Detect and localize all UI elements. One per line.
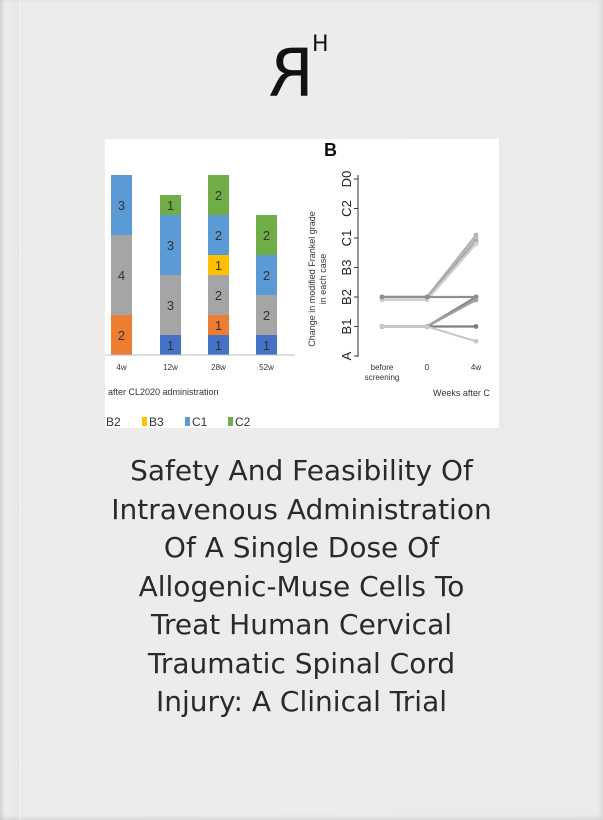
bar-segment	[208, 275, 229, 315]
title-line: Intravenous Administration	[111, 492, 492, 526]
title-line: Of A Single Dose Of	[163, 531, 440, 564]
x-axis-title: Weeks after C	[433, 388, 490, 398]
publisher-logo: R H	[268, 32, 338, 114]
bar-segment	[208, 315, 229, 335]
bar-value-label: 3	[167, 238, 174, 253]
series-point	[473, 324, 479, 329]
y-tick-label: A	[339, 351, 354, 360]
series-point	[473, 241, 479, 247]
series-line	[382, 240, 477, 299]
y-axis-title-line2: in each case	[318, 254, 328, 305]
bar-segment	[111, 175, 132, 235]
bar-value-label: 2	[263, 308, 270, 323]
x-tick-label: 52w	[259, 363, 274, 372]
bar-segment	[160, 335, 181, 355]
bar-value-label: 2	[263, 228, 270, 243]
bar-value-label: 1	[215, 318, 222, 333]
bar-segment	[160, 215, 181, 275]
x-tick-label: before	[371, 363, 394, 372]
y-axis-title: Change in modified Frankel grade	[307, 211, 317, 347]
series-point	[379, 324, 385, 329]
x-tick-label: 4w	[471, 363, 481, 372]
x-tick-label: screening	[365, 373, 400, 382]
bar-segment	[256, 255, 277, 295]
bar-segment	[256, 335, 277, 355]
series-point	[473, 297, 479, 303]
bar-value-label: 1	[215, 258, 222, 273]
series-line	[382, 234, 477, 299]
logo-superscript: H	[312, 32, 329, 57]
cover-figure: 2 4 3 4w 1 3 3 1 12w 1 1 2 1 2 2 28w 1 2 2 2 52w s after CL20…	[105, 139, 499, 428]
x-tick-label: 12w	[163, 363, 178, 372]
panel-b-label: B	[324, 140, 337, 160]
title-line: Safety And Feasibility Of	[130, 454, 473, 487]
bar-value-label: 1	[263, 338, 270, 353]
legend-label: B2	[106, 415, 121, 428]
y-tick-label: B3	[339, 260, 354, 276]
series-point	[424, 324, 430, 329]
book-title: Safety And Feasibility Of Intravenous Ad…	[40, 452, 563, 722]
series-line	[382, 237, 477, 299]
bar-segment	[160, 275, 181, 335]
y-tick-label: D0	[339, 171, 354, 188]
bar-segment	[256, 215, 277, 255]
y-tick-label: B1	[339, 319, 354, 335]
bar-segment	[208, 175, 229, 215]
bar-segment	[208, 335, 229, 355]
x-tick-label: 28w	[211, 363, 226, 372]
bar-value-label: 1	[215, 338, 222, 353]
series-point	[379, 294, 385, 300]
bar-segment	[111, 315, 132, 355]
bar-value-label: 2	[263, 268, 270, 283]
bar-segment	[160, 195, 181, 215]
figure-svg: 2 4 3 4w 1 3 3 1 12w 1 1 2 1 2 2 28w 1 2 2 2 52w s after CL20…	[105, 140, 490, 428]
y-tick-label: C2	[339, 200, 354, 217]
title-line: Traumatic Spinal Cord	[147, 646, 456, 680]
legend-swatch	[142, 417, 147, 426]
logo-letter: R	[268, 35, 314, 112]
x-tick-label: 0	[425, 363, 430, 372]
series-point	[424, 294, 430, 300]
bar-value-label: 2	[215, 228, 222, 243]
title-line: Allogenic-Muse Cells To	[138, 569, 465, 603]
series-line	[382, 296, 477, 328]
x-axis-title: s after CL2020 administration	[105, 387, 219, 397]
book-spine	[18, 0, 22, 820]
bar-value-label: 2	[215, 188, 222, 203]
bar-segment	[111, 235, 132, 315]
legend-label: B3	[149, 415, 164, 428]
bar-value-label: 3	[167, 298, 174, 313]
bar-value-label: 2	[215, 288, 222, 303]
bar-segment	[256, 295, 277, 335]
bar-value-label: 4	[118, 268, 125, 283]
series-line	[382, 325, 477, 343]
legend-swatch	[228, 417, 233, 426]
series-point	[473, 338, 479, 344]
legend-swatch	[185, 417, 190, 426]
title-line: Injury: A Clinical Trial	[155, 685, 448, 718]
bar-value-label: 1	[167, 338, 174, 353]
bar-value-label: 2	[118, 328, 125, 343]
y-tick-label: B2	[339, 289, 354, 305]
legend-label: C1	[192, 415, 208, 428]
series-point	[473, 232, 479, 238]
x-tick-label: 4w	[116, 363, 126, 372]
title-line: Treat Human Cervical	[151, 608, 452, 641]
bar-segment	[208, 215, 229, 255]
bar-segment	[208, 255, 229, 275]
y-tick-label: C1	[339, 230, 354, 247]
legend-label: C2	[235, 415, 251, 428]
series-line	[382, 298, 477, 328]
bar-value-label: 3	[118, 198, 125, 213]
bar-value-label: 1	[167, 198, 174, 213]
